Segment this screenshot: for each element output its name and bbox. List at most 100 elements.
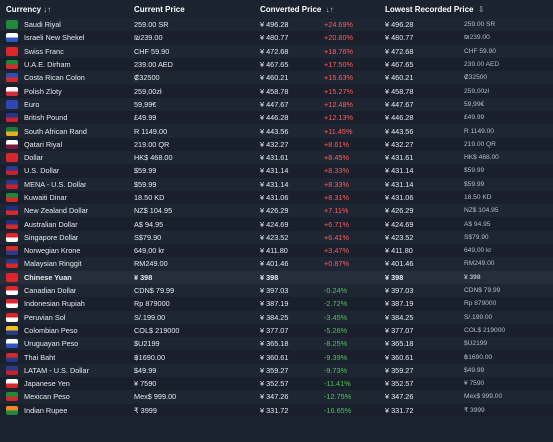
price-change-cell: +6.71%: [324, 219, 349, 229]
currency-name: Australian Dollar: [24, 219, 78, 229]
lowest-price-cell: ¥ 360.61: [385, 352, 414, 362]
table-row[interactable]: Euro 59,99€ ¥ 447.67 +12.48% ¥ 447.67 59,99€: [0, 97, 553, 112]
currency-column-header[interactable]: Currency ↓↑: [6, 4, 52, 14]
current-price-cell: 18.50 KD: [134, 193, 165, 202]
currency-name: MENA - U.S. Dollar: [24, 179, 87, 189]
table-row[interactable]: U.A.E. Dirham 239.00 AED ¥ 467.65 +17.50% ¥ …: [0, 57, 553, 72]
lowest-price-cell: ¥ 384.25: [385, 312, 414, 322]
converted-price-cell: ¥ 397.03: [260, 286, 289, 296]
table-row[interactable]: Colombian Peso COL$ 219000 ¥ 377.07 -5.26% ¥…: [0, 323, 553, 338]
converted-price-cell: ¥ 480.77: [260, 33, 289, 43]
country-flag-icon: [6, 139, 18, 149]
converted-price-cell: ¥ 352.57: [260, 379, 289, 389]
currency-name: Uruguayan Peso: [24, 339, 79, 349]
currency-name: Singapore Dollar: [24, 232, 79, 242]
sort-arrows-icon[interactable]: ↓↑: [325, 4, 334, 14]
table-row[interactable]: Australian Dollar A$ 94.95 ¥ 424.69 +6.71% ¥…: [0, 217, 553, 231]
table-row[interactable]: Indian Rupee ₹ 3999 ¥ 331.72 -16.65% ¥ 331.7…: [0, 403, 553, 417]
table-row[interactable]: Uruguayan Peso $U2199 ¥ 365.18 -8.25% ¥ 365.…: [0, 337, 553, 351]
current-price-column-header[interactable]: Current Price: [134, 4, 185, 14]
current-price-cell: HK$ 468.00: [134, 153, 173, 163]
price-table: Currency ↓↑ Current Price Converted Pric…: [0, 4, 553, 417]
table-row[interactable]: Israeli New Shekel ₪239.00 ¥ 480.77 +20.80%…: [0, 31, 553, 45]
table-row[interactable]: British Pound £49.99 ¥ 446.28 +12.13% ¥ 446.…: [0, 111, 553, 125]
price-change-cell: +8.45%: [324, 153, 349, 163]
lowest-price-cell: ¥ 377.07: [385, 325, 414, 335]
currency-name: Qatari Riyal: [24, 139, 63, 149]
lowest-price-local-cell: S$79.90: [464, 233, 489, 241]
lowest-price-local-cell: 259,00zł: [464, 87, 489, 95]
table-row[interactable]: U.S. Dollar $59.99 ¥ 431.14 +8.33% ¥ 431.14 $…: [0, 164, 553, 178]
current-price-cell: 219.00 QR: [134, 139, 170, 149]
price-change-cell: +8.61%: [324, 139, 349, 149]
currency-name: New Zealand Dollar: [24, 206, 89, 216]
table-row[interactable]: MENA - U.S. Dollar $59.99 ¥ 431.14 +8.33% ¥ …: [0, 177, 553, 191]
country-flag-icon: [6, 325, 18, 335]
table-row[interactable]: Polish Zloty 259,00zł ¥ 458.78 +15.27% ¥ 458…: [0, 84, 553, 98]
converted-price-cell: ¥ 360.61: [260, 352, 289, 362]
currency-name: Euro: [24, 99, 40, 109]
table-row[interactable]: Saudi Riyal 259.00 SR ¥ 496.28 +24.69% ¥ 496…: [0, 18, 553, 32]
table-row[interactable]: LATAM - U.S. Dollar $49.99 ¥ 359.27 -9.73% ¥…: [0, 363, 553, 378]
price-change-cell: -3.45%: [324, 312, 348, 322]
currency-cell: Norwegian Krone: [0, 246, 130, 256]
converted-price-cell: ¥ 387.19: [260, 299, 289, 309]
table-row[interactable]: Thai Baht ฿1690.00 ¥ 360.61 -9.39% ¥ 360.61 ฿…: [0, 350, 553, 364]
sort-desc-icon[interactable]: ⇩: [477, 4, 485, 14]
converted-price-cell: ¥ 347.26: [260, 392, 289, 402]
table-row[interactable]: Mexican Peso Mex$ 999.00 ¥ 347.26 -12.75% ¥ …: [0, 390, 553, 404]
lowest-price-local-cell: $59.99: [464, 180, 485, 188]
lowest-price-local-cell: Mex$ 999.00: [464, 393, 503, 401]
converted-price-cell: ¥ 431.14: [260, 166, 289, 176]
converted-price-cell: ¥ 460.21: [260, 73, 289, 83]
current-price-cell: 649,00 kr: [134, 246, 165, 256]
lowest-price-local-cell: 649,00 kr: [464, 247, 492, 255]
table-row[interactable]: Swiss Franc CHF 59.90 ¥ 472.68 +18.76% ¥ 472…: [0, 44, 553, 58]
price-change-cell: +8.33%: [324, 166, 349, 176]
converted-price-cell: ¥ 331.72: [260, 405, 289, 415]
price-change-cell: +7.11%: [324, 206, 349, 216]
table-row[interactable]: Qatari Riyal 219.00 QR ¥ 432.27 +8.61% ¥ 432…: [0, 137, 553, 151]
currency-name: Kuwaiti Dinar: [24, 193, 67, 202]
lowest-price-cell: ¥ 431.61: [385, 153, 414, 163]
table-row[interactable]: Canadian Dollar CDN$ 79.99 ¥ 397.03 -0.24% ¥…: [0, 283, 553, 298]
converted-price-cell: ¥ 458.78: [260, 86, 289, 96]
converted-price-column-header[interactable]: Converted Price ↓↑: [260, 4, 334, 14]
currency-name: Malaysian Ringgit: [24, 259, 82, 269]
currency-name: Norwegian Krone: [24, 246, 81, 256]
current-price-cell: ¥ 398: [134, 272, 153, 282]
currency-name: Thai Baht: [24, 352, 56, 362]
sort-arrows-icon[interactable]: ↓↑: [43, 4, 52, 14]
currency-cell: New Zealand Dollar: [0, 206, 130, 216]
currency-name: British Pound: [24, 113, 68, 123]
table-row[interactable]: Japanese Yen ¥ 7590 ¥ 352.57 -11.41% ¥ 352.5…: [0, 377, 553, 391]
converted-price-cell: ¥ 431.61: [260, 153, 289, 163]
current-price-cell: S/.199.00: [134, 312, 166, 322]
lowest-price-cell: ¥ 424.69: [385, 219, 414, 229]
currency-cell: Singapore Dollar: [0, 232, 130, 242]
converted-price-cell: ¥ 398: [260, 272, 279, 282]
currency-cell: Mexican Peso: [0, 392, 130, 402]
lowest-price-cell: ¥ 460.21: [385, 73, 414, 83]
table-row[interactable]: Dollar HK$ 468.00 ¥ 431.61 +8.45% ¥ 431.61 HK…: [0, 150, 553, 165]
table-row[interactable]: New Zealand Dollar NZ$ 104.95 ¥ 426.29 +7.1…: [0, 204, 553, 218]
table-row[interactable]: South African Rand R 1149.00 ¥ 443.56 +11.4…: [0, 124, 553, 138]
currency-cell: Costa Rican Colon: [0, 73, 130, 83]
table-row[interactable]: Norwegian Krone 649,00 kr ¥ 411.80 +3.47% ¥ …: [0, 244, 553, 258]
table-row[interactable]: Costa Rican Colon ₡32500 ¥ 460.21 +15.63% ¥ …: [0, 71, 553, 85]
converted-price-cell: ¥ 496.28: [260, 20, 289, 30]
table-row[interactable]: Indonesian Rupiah Rp 879000 ¥ 387.19 -2.72%…: [0, 297, 553, 311]
converted-price-cell: ¥ 423.52: [260, 232, 289, 242]
converted-price-cell: ¥ 447.67: [260, 99, 289, 109]
currency-name: South African Rand: [24, 126, 87, 136]
country-flag-icon: [6, 33, 18, 43]
currency-cell: South African Rand: [0, 126, 130, 136]
currency-name: Canadian Dollar: [24, 286, 77, 296]
table-row[interactable]: Chinese Yuan ¥ 398 ¥ 398 ¥ 398 ¥ 398: [0, 270, 553, 284]
table-row[interactable]: Peruvian Sol S/.199.00 ¥ 384.25 -3.45% ¥ 384…: [0, 310, 553, 324]
current-price-cell: ฿1690.00: [134, 352, 166, 362]
lowest-recorded-column-header[interactable]: Lowest Recorded Price ⇩: [385, 4, 485, 14]
table-row[interactable]: Singapore Dollar S$79.90 ¥ 423.52 +6.41% ¥ 4…: [0, 230, 553, 245]
table-row[interactable]: Kuwaiti Dinar 18.50 KD ¥ 431.06 +8.31% ¥ 431…: [0, 190, 553, 205]
table-row[interactable]: Malaysian Ringgit RM249.00 ¥ 401.46 +0.87% ¥…: [0, 257, 553, 271]
